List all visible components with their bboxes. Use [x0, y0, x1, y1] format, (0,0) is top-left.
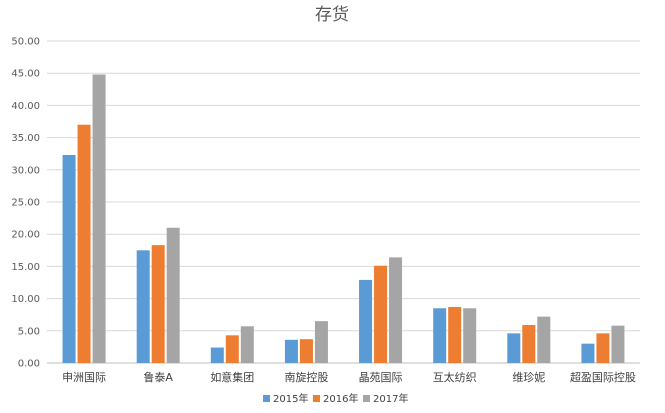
x-tick-label: 如意集团 [210, 370, 254, 384]
bar-2016年-晶苑国际 [374, 265, 388, 363]
y-axis-ticks: 0.00 5.00 10.00 15.00 20.00 25.00 30.00 35.00 40… [11, 37, 40, 370]
y-tick-label: 5.00 [18, 326, 40, 337]
bar-2015年-晶苑国际 [359, 279, 373, 363]
bar-2015年-如意集团 [210, 347, 224, 363]
y-tick-label: 20.00 [11, 230, 40, 241]
x-tick-label: 超盈国际控股 [570, 370, 636, 384]
bar-2016年-互太纺织 [448, 306, 462, 363]
bar-2017年-互太纺织 [463, 308, 477, 363]
bar-2016年-南旋控股 [299, 339, 313, 363]
bar-2015年-超盈国际控股 [581, 343, 595, 363]
y-tick-label: 15.00 [11, 262, 40, 273]
bar-2016年-超盈国际控股 [596, 333, 610, 363]
legend-label: 2015年 [273, 392, 308, 405]
legend-swatch [313, 395, 320, 402]
legend-label: 2016年 [323, 392, 358, 405]
bar-2015年-南旋控股 [284, 339, 298, 363]
legend: 2015年 2016年 2017年 [263, 392, 408, 405]
y-tick-label: 40.00 [11, 101, 40, 112]
x-tick-label: 维珍妮 [512, 370, 545, 384]
bar-2017年-申洲国际 [92, 74, 106, 363]
bar-2016年-申洲国际 [77, 124, 91, 363]
bar-2015年-鲁泰A [136, 250, 150, 363]
y-tick-label: 10.00 [11, 294, 40, 305]
bar-2016年-鲁泰A [151, 245, 165, 363]
y-tick-label: 45.00 [11, 69, 40, 80]
x-tick-label: 晶苑国际 [359, 371, 403, 384]
bar-2016年-如意集团 [225, 335, 239, 363]
bars [62, 74, 625, 363]
bar-2015年-互太纺织 [433, 308, 447, 363]
chart-title: 存货 [315, 5, 349, 25]
bar-2017年-南旋控股 [314, 321, 328, 363]
y-tick-label: 50.00 [11, 37, 40, 48]
y-tick-label: 35.00 [11, 133, 40, 144]
x-tick-label: 互太纺织 [433, 370, 477, 384]
x-tick-label: 鲁泰A [143, 370, 173, 384]
y-tick-label: 0.00 [18, 359, 40, 370]
bar-2015年-申洲国际 [62, 154, 76, 363]
gridlines [47, 40, 640, 364]
legend-swatch [263, 395, 270, 402]
x-axis-ticks: 申洲国际 鲁泰A 如意集团 南旋控股 晶苑国际 互太纺织 维珍妮 超盈国际控股 [62, 370, 636, 384]
bar-2017年-超盈国际控股 [611, 325, 625, 363]
bar-2017年-晶苑国际 [389, 257, 403, 363]
bar-2017年-鲁泰A [166, 227, 180, 363]
x-tick-label: 南旋控股 [284, 370, 328, 384]
bar-2016年-维珍妮 [522, 325, 536, 363]
legend-swatch [363, 395, 370, 402]
y-tick-label: 30.00 [11, 165, 40, 176]
bar-2015年-维珍妮 [507, 333, 521, 363]
bar-2017年-如意集团 [240, 326, 254, 363]
y-tick-label: 25.00 [11, 198, 40, 209]
bar-2017年-维珍妮 [537, 316, 551, 363]
legend-label: 2017年 [373, 392, 408, 405]
x-tick-label: 申洲国际 [62, 371, 106, 384]
